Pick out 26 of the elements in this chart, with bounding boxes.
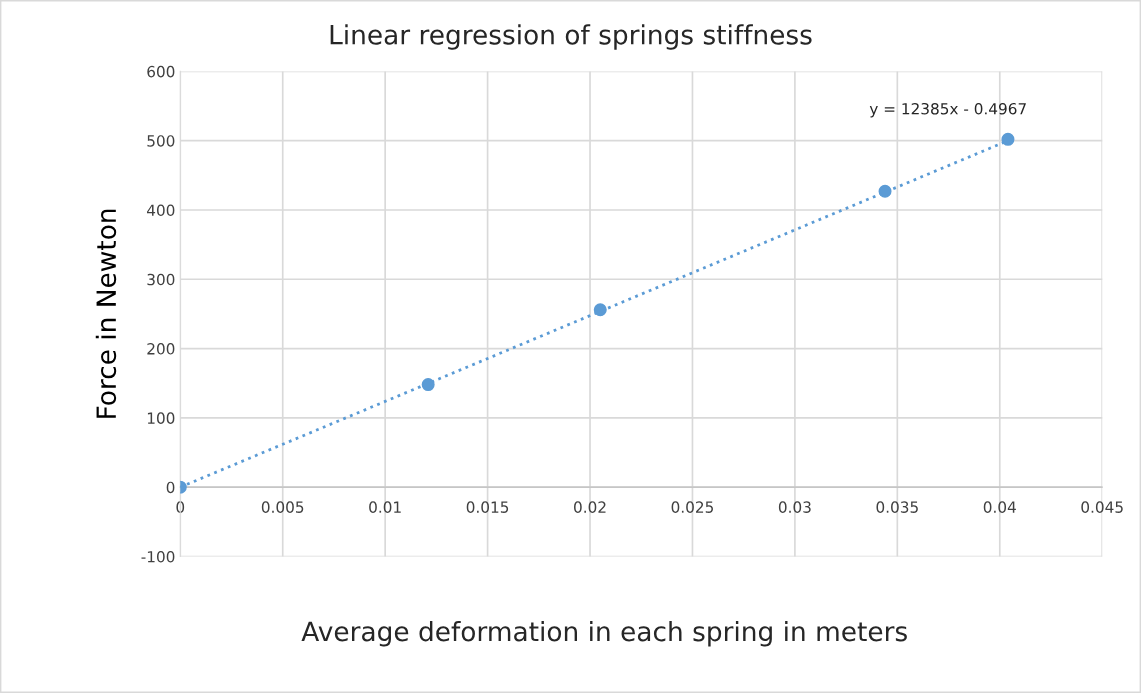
x-tick-label: 0.02 — [574, 501, 606, 513]
x-tick-label: 0.005 — [261, 501, 304, 513]
x-tick-label: 0.025 — [671, 501, 713, 513]
annotation: y = 12385x - 0.4967 — [869, 102, 1026, 118]
y-tick-label: 100 — [147, 412, 175, 424]
y-axis-title: Force in Newton — [95, 209, 117, 418]
point — [878, 184, 892, 198]
y-tick-label: 600 — [147, 65, 175, 78]
point — [593, 303, 607, 317]
y-tick-label: 0 — [166, 481, 175, 494]
x-tick-label: 0 — [176, 501, 185, 513]
x-tick-label: 0.015 — [466, 501, 509, 513]
x-tick-label: 0.03 — [778, 501, 811, 513]
x-axis-title: Average deformation in each spring in meters — [301, 620, 907, 647]
y-tick-label: -100 — [141, 550, 175, 563]
y-tick-label: 400 — [147, 204, 175, 216]
chart-title: Linear regression of springs stiffness — [330, 24, 812, 50]
x-tick-label: 0.04 — [983, 501, 1016, 513]
y-tick-label: 300 — [147, 273, 175, 286]
point — [421, 378, 435, 392]
x-tick-label: 0.045 — [1081, 501, 1123, 513]
point — [1001, 132, 1015, 146]
x-tick-label: 0.035 — [876, 501, 918, 513]
x-tick-label: 0.01 — [369, 501, 401, 513]
y-tick-label: 200 — [147, 343, 175, 355]
y-tick-label: 500 — [147, 135, 175, 147]
